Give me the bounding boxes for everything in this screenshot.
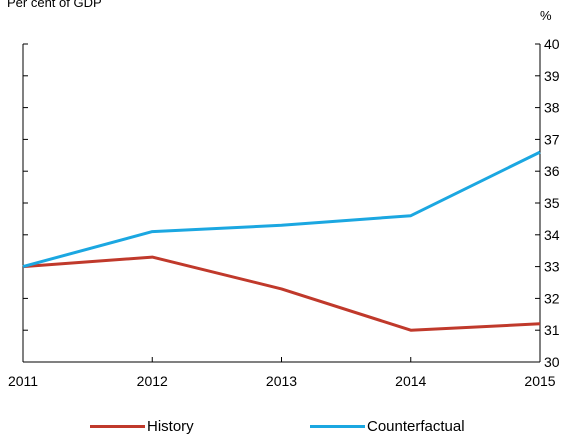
legend-swatch-counterfactual: [310, 425, 365, 428]
y-tick-label: 38: [544, 100, 560, 116]
x-tick-label: 2015: [524, 373, 555, 389]
legend: History Counterfactual: [0, 418, 577, 438]
y-tick-label: 36: [544, 163, 560, 179]
y-tick-label: 32: [544, 290, 560, 306]
legend-label-history: History: [147, 418, 194, 435]
y-axis-unit-label: %: [540, 8, 552, 23]
legend-label-counterfactual: Counterfactual: [367, 418, 465, 435]
y-tick-label: 33: [544, 259, 560, 275]
chart-subtitle: Per cent of GDP: [7, 0, 102, 10]
y-tick-label: 39: [544, 68, 560, 84]
y-tick-label: 30: [544, 354, 560, 370]
x-tick-label: 2014: [395, 373, 426, 389]
x-tick-label: 2013: [266, 373, 297, 389]
y-tick-label: 31: [544, 322, 560, 338]
y-tick-label: 34: [544, 227, 560, 243]
legend-item-history: History: [90, 418, 194, 435]
series-line-history: [22, 255, 541, 332]
legend-swatch-history: [90, 425, 145, 428]
series-line-counterfactual: [22, 150, 541, 269]
x-tick-label: 2012: [137, 373, 168, 389]
y-tick-label: 37: [544, 131, 560, 147]
y-tick-label: 40: [544, 36, 560, 52]
legend-item-counterfactual: Counterfactual: [310, 418, 465, 435]
x-tick-label: 2011: [8, 373, 38, 389]
y-tick-label: 35: [544, 195, 560, 211]
